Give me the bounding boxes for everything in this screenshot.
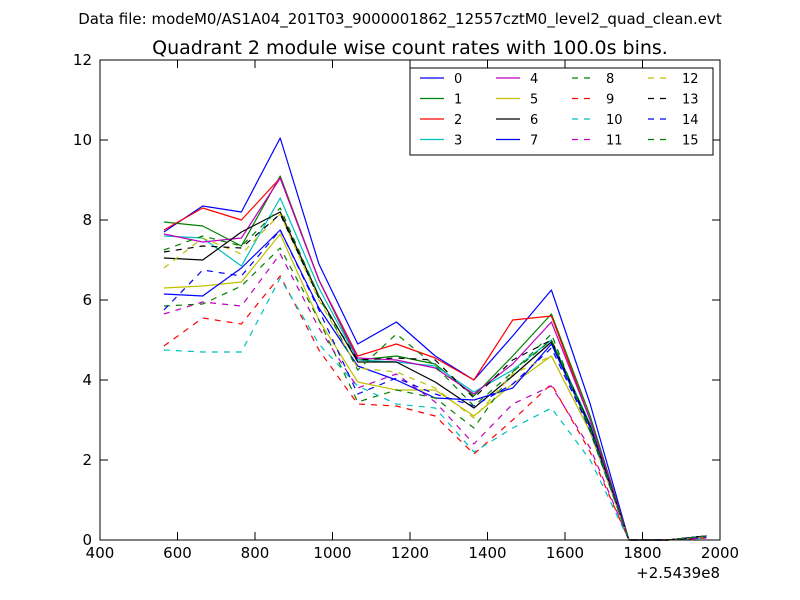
legend-label-5: 5 [530, 93, 538, 108]
series-line-10 [163, 277, 707, 541]
legend-frame [409, 67, 714, 156]
x-offset-label: +2.5439e8 [636, 564, 720, 582]
figure-suptitle: Data file: modeM0/AS1A04_201T03_90000018… [78, 10, 722, 29]
series-layer [163, 137, 707, 541]
legend-label-11: 11 [606, 134, 623, 149]
series-line-13 [163, 213, 707, 541]
legend-label-6: 6 [530, 113, 538, 128]
x-tick-label: 600 [163, 544, 192, 562]
x-axis: 400 600 800 1000 1200 1400 1600 1800 2000 [86, 60, 739, 562]
legend-label-15: 15 [682, 134, 699, 149]
legend-label-0: 0 [454, 72, 462, 87]
series-line-4 [163, 177, 707, 541]
legend-label-13: 13 [682, 93, 699, 108]
legend-label-7: 7 [530, 134, 538, 149]
series-line-14 [163, 229, 707, 541]
series-line-8 [163, 247, 707, 541]
y-tick-label: 0 [82, 531, 92, 549]
x-tick-label: 1200 [391, 544, 429, 562]
legend-label-12: 12 [682, 72, 699, 87]
series-line-15 [163, 207, 707, 541]
y-tick-label: 12 [73, 51, 92, 69]
series-line-9 [163, 275, 707, 541]
series-line-0 [163, 137, 707, 541]
y-tick-label: 4 [82, 371, 92, 389]
x-tick-label: 800 [241, 544, 270, 562]
x-tick-label: 2000 [701, 544, 739, 562]
y-tick-label: 6 [82, 291, 92, 309]
series-line-5 [163, 233, 707, 541]
series-line-6 [163, 211, 707, 541]
legend-label-2: 2 [454, 113, 462, 128]
series-line-11 [163, 253, 707, 541]
x-tick-label: 400 [86, 544, 115, 562]
y-tick-label: 10 [73, 131, 92, 149]
legend-label-1: 1 [454, 93, 462, 108]
chart-title: Quadrant 2 module wise count rates with … [152, 37, 668, 59]
legend-label-10: 10 [606, 113, 623, 128]
series-line-12 [163, 213, 707, 541]
x-tick-label: 1400 [468, 544, 506, 562]
legend-label-3: 3 [454, 134, 462, 149]
legend-label-8: 8 [606, 72, 614, 87]
legend-label-4: 4 [530, 72, 538, 87]
legend-label-14: 14 [682, 113, 699, 128]
y-tick-label: 8 [82, 211, 92, 229]
y-tick-label: 2 [82, 451, 92, 469]
x-tick-label: 1800 [623, 544, 661, 562]
x-tick-label: 1600 [546, 544, 584, 562]
legend-label-9: 9 [606, 93, 614, 108]
x-tick-label: 1000 [313, 544, 351, 562]
